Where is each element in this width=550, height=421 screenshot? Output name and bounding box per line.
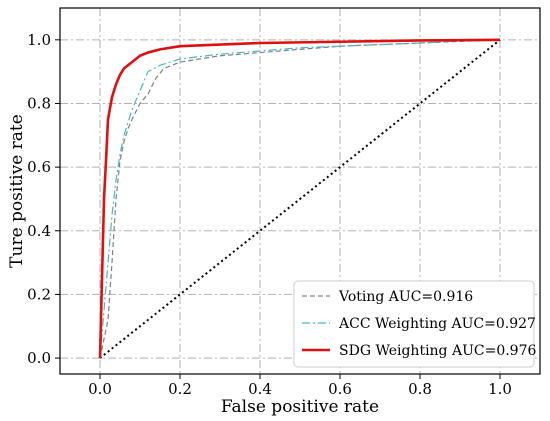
x-tick-label: 0.4 (248, 380, 272, 398)
x-tick-label: 0.8 (408, 380, 432, 398)
x-axis-label: False positive rate (221, 397, 379, 417)
series-line-3 (99, 39, 501, 359)
x-tick-label: 0.6 (328, 380, 352, 398)
legend: Voting AUC=0.916 ACC Weighting AUC=0.927 S… (293, 280, 536, 368)
y-tick-label: 0.4 (27, 222, 51, 240)
plot-frame (59, 7, 541, 375)
y-axis-label: Ture positive rate (7, 114, 27, 268)
series-line-1 (99, 39, 501, 359)
series-line-2 (98, 38, 501, 359)
x-tick-label: 1.0 (488, 380, 512, 398)
legend-label: ACC Weighting AUC=0.927 (338, 316, 536, 332)
axis-ticks: 0.0 0.2 0.4 0.6 0.8 1.0 0.0 0.2 0.4 0.6 0.8 1.0 (27, 31, 512, 398)
x-tick-label: 0.2 (168, 380, 192, 398)
x-tick-label: 0.0 (88, 380, 112, 398)
y-tick-label: 0.6 (27, 158, 51, 176)
y-tick-label: 1.0 (27, 31, 51, 49)
legend-label: SDG Weighting AUC=0.976 (339, 343, 536, 359)
legend-box (293, 280, 535, 368)
y-tick-label: 0.0 (27, 349, 51, 367)
y-tick-label: 0.2 (27, 285, 51, 303)
series-lines (98, 38, 501, 359)
y-tick-label: 0.8 (27, 94, 51, 112)
legend-label: Voting AUC=0.916 (338, 289, 473, 305)
